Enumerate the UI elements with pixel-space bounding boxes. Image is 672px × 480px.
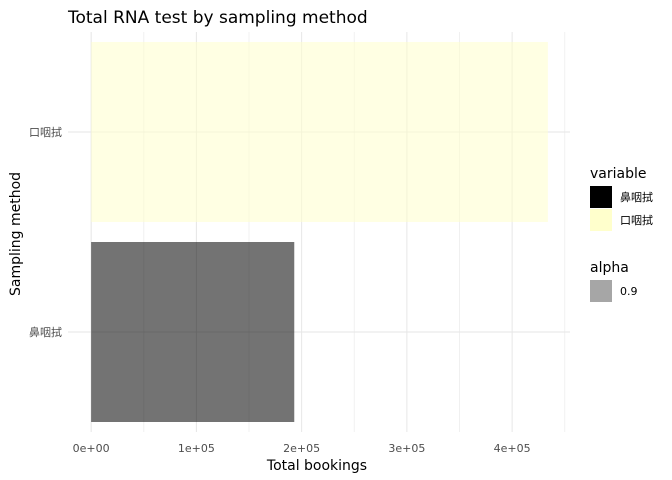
x-axis-ticks: 0e+00 1e+05 2e+05 3e+05 4e+05 (73, 442, 531, 455)
y-tick-label: 口咽拭 (29, 125, 62, 139)
x-tick-label: 4e+05 (494, 442, 531, 455)
x-tick-label: 3e+05 (388, 442, 425, 455)
x-tick-label: 1e+05 (178, 442, 215, 455)
bar (91, 242, 295, 422)
legend-label: 鼻咽拭 (620, 190, 653, 204)
legend-label: 0.9 (620, 285, 638, 298)
legend-label: 口咽拭 (620, 213, 653, 227)
y-tick-label: 鼻咽拭 (29, 325, 62, 339)
x-tick-label: 2e+05 (283, 442, 320, 455)
x-tick-label: 0e+00 (73, 442, 110, 455)
legend-title: variable (590, 166, 646, 182)
y-axis-label: Sampling method (8, 172, 24, 296)
legend-swatch (590, 186, 612, 208)
legend-swatch (590, 209, 612, 231)
bars (91, 42, 548, 422)
x-axis-label: Total bookings (266, 458, 367, 474)
legend-title: alpha (590, 260, 629, 276)
legend-swatch (590, 280, 612, 302)
bar (91, 42, 548, 222)
chart-title: Total RNA test by sampling method (67, 8, 368, 28)
